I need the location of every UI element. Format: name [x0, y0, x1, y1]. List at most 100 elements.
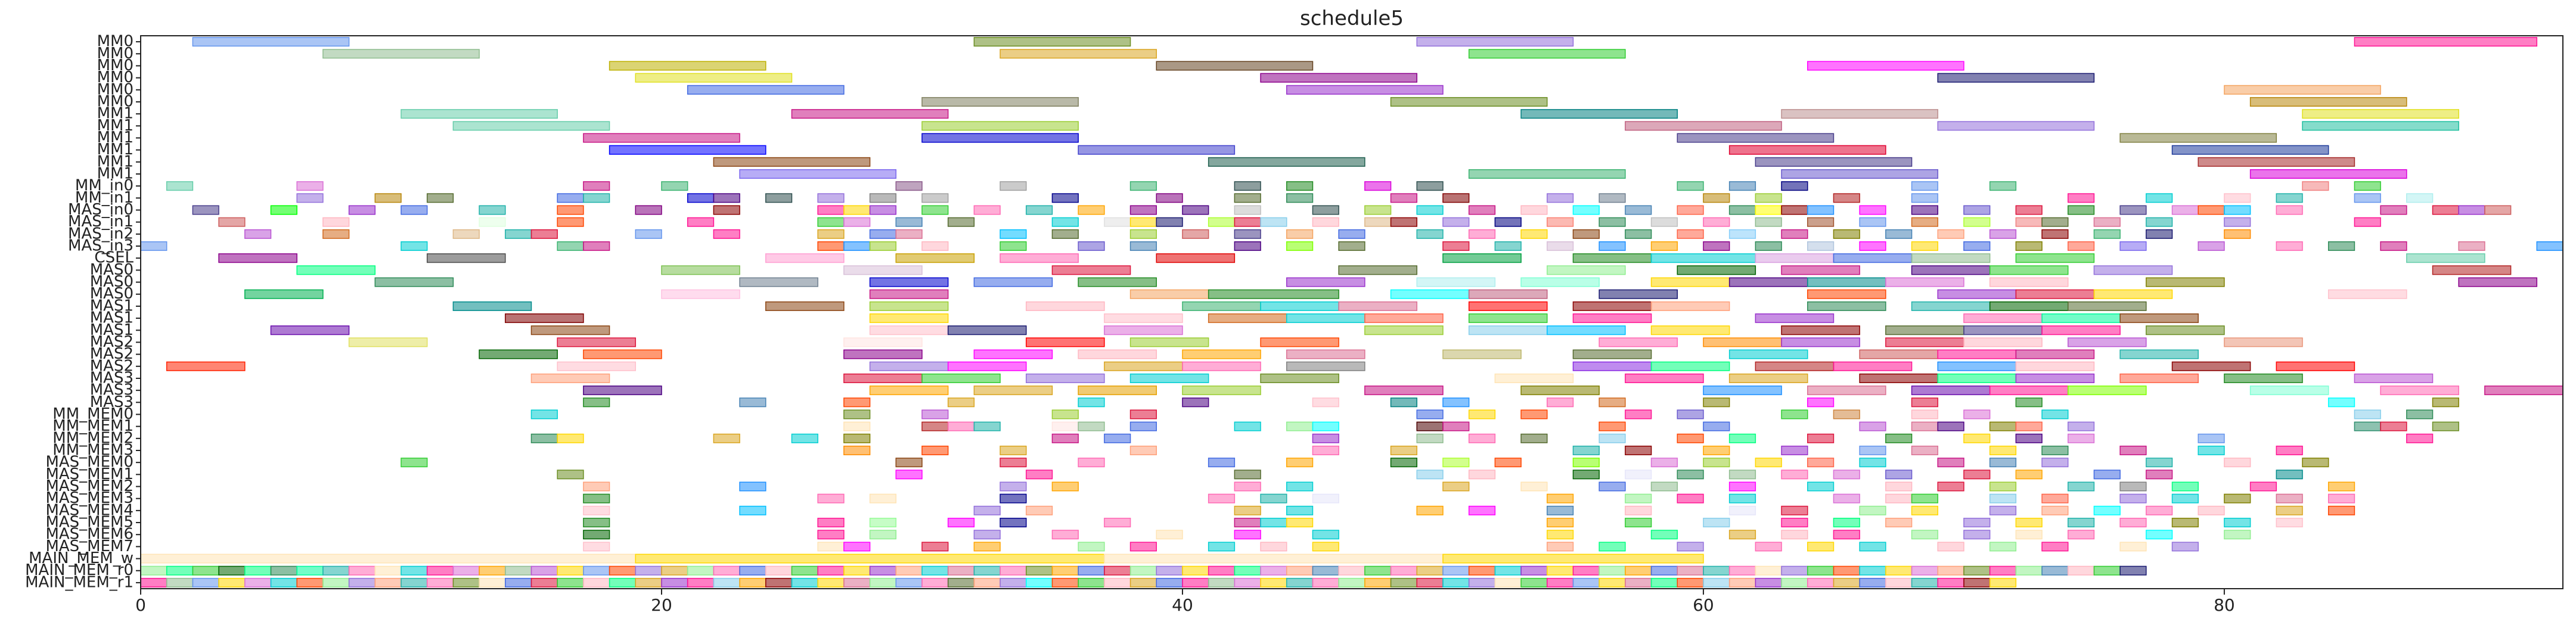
task-bar [1026, 205, 1053, 215]
task-bar [2354, 181, 2381, 191]
task-bar [1650, 530, 1678, 540]
task-bar [2015, 565, 2043, 576]
task-bar [1963, 433, 1991, 443]
task-bar [1000, 518, 1027, 528]
y-tick-label: MAS1 [90, 321, 134, 339]
task-bar [1781, 109, 1938, 119]
task-bar [1755, 458, 1782, 468]
task-bar [1963, 337, 2043, 347]
task-bar [2380, 205, 2407, 215]
task-bar [869, 518, 897, 528]
y-tick-label: MAS_MEM7 [45, 537, 134, 555]
task-bar [2067, 565, 2095, 576]
task-bar [1859, 373, 1938, 383]
task-bar [1728, 433, 1756, 443]
task-bar [1833, 253, 1913, 263]
task-bar [1494, 373, 1574, 383]
task-bar [1416, 505, 1444, 515]
task-bar [1000, 241, 1027, 251]
task-bar [1078, 145, 1236, 155]
y-tick-label: MM_in0 [75, 177, 134, 195]
task-bar [1911, 265, 1991, 275]
axes [140, 35, 2563, 589]
task-bar [1572, 301, 1652, 311]
task-bar [1390, 97, 1548, 107]
task-bar [843, 565, 871, 576]
task-bar [895, 181, 923, 191]
task-bar [1390, 217, 1417, 227]
task-bar [1885, 337, 1964, 347]
task-bar [1807, 241, 1835, 251]
task-bar [869, 361, 949, 371]
task-bar [2276, 470, 2303, 480]
task-bar [583, 530, 610, 540]
task-bar [1051, 530, 1079, 540]
task-bar [2015, 253, 2095, 263]
task-bar [1129, 241, 1157, 251]
task-bar [1494, 458, 1522, 468]
task-bar [609, 61, 766, 71]
task-bar [1286, 241, 1314, 251]
y-tick-label: MM1 [97, 141, 134, 158]
task-bar [2224, 193, 2251, 203]
task-bar [1442, 241, 1470, 251]
task-bar [1989, 458, 2017, 468]
task-bar [1260, 518, 1287, 528]
task-bar [1078, 241, 1105, 251]
task-bar [1937, 577, 1964, 587]
task-bar [1989, 445, 2017, 456]
task-bar [1312, 530, 1339, 540]
task-bar [1078, 205, 1105, 215]
task-bar [2119, 542, 2147, 552]
task-bar [1599, 565, 1626, 576]
task-bar [244, 577, 272, 587]
task-bar [1728, 145, 1886, 155]
task-bar [192, 37, 350, 47]
task-bar [1129, 373, 1209, 383]
task-bars [140, 37, 2563, 587]
task-bar [322, 565, 350, 576]
task-bar [1156, 193, 1183, 203]
y-tick-label: MM1 [97, 165, 134, 183]
task-bar [947, 565, 975, 576]
task-bar [2302, 121, 2459, 131]
task-bar [166, 181, 194, 191]
task-bar [947, 361, 1027, 371]
task-bar [1104, 325, 1183, 335]
task-bar [1703, 193, 1730, 203]
task-bar [2146, 229, 2173, 239]
task-bar [1390, 445, 1417, 456]
task-bar [1182, 205, 1209, 215]
task-bar [1078, 277, 1157, 287]
task-bar [401, 565, 428, 576]
task-bar [1781, 565, 1808, 576]
task-bar [1468, 49, 1626, 59]
task-bar [1494, 217, 1522, 227]
task-bar [2119, 373, 2199, 383]
task-bar [1442, 193, 1470, 203]
task-bar [1911, 301, 1991, 311]
task-bar [140, 554, 637, 564]
task-bar [2067, 530, 2095, 540]
task-bar [895, 253, 975, 263]
task-bar [1677, 265, 1756, 275]
task-bar [1182, 349, 1261, 359]
task-bar [2093, 229, 2121, 239]
task-bar [1286, 421, 1314, 431]
task-bar [583, 481, 610, 492]
task-bar [817, 229, 845, 239]
task-bar [1625, 121, 1782, 131]
task-bar [2119, 445, 2147, 456]
task-bar [479, 565, 506, 576]
task-bar [2380, 421, 2407, 431]
task-bar [140, 565, 167, 576]
task-bar [1859, 577, 1886, 587]
task-bar [1781, 181, 1808, 191]
task-bar [1520, 385, 1600, 396]
task-bar [1989, 181, 2017, 191]
task-bar [1260, 217, 1287, 227]
task-bar [583, 518, 610, 528]
task-bar [557, 565, 584, 576]
task-bar [713, 577, 740, 587]
